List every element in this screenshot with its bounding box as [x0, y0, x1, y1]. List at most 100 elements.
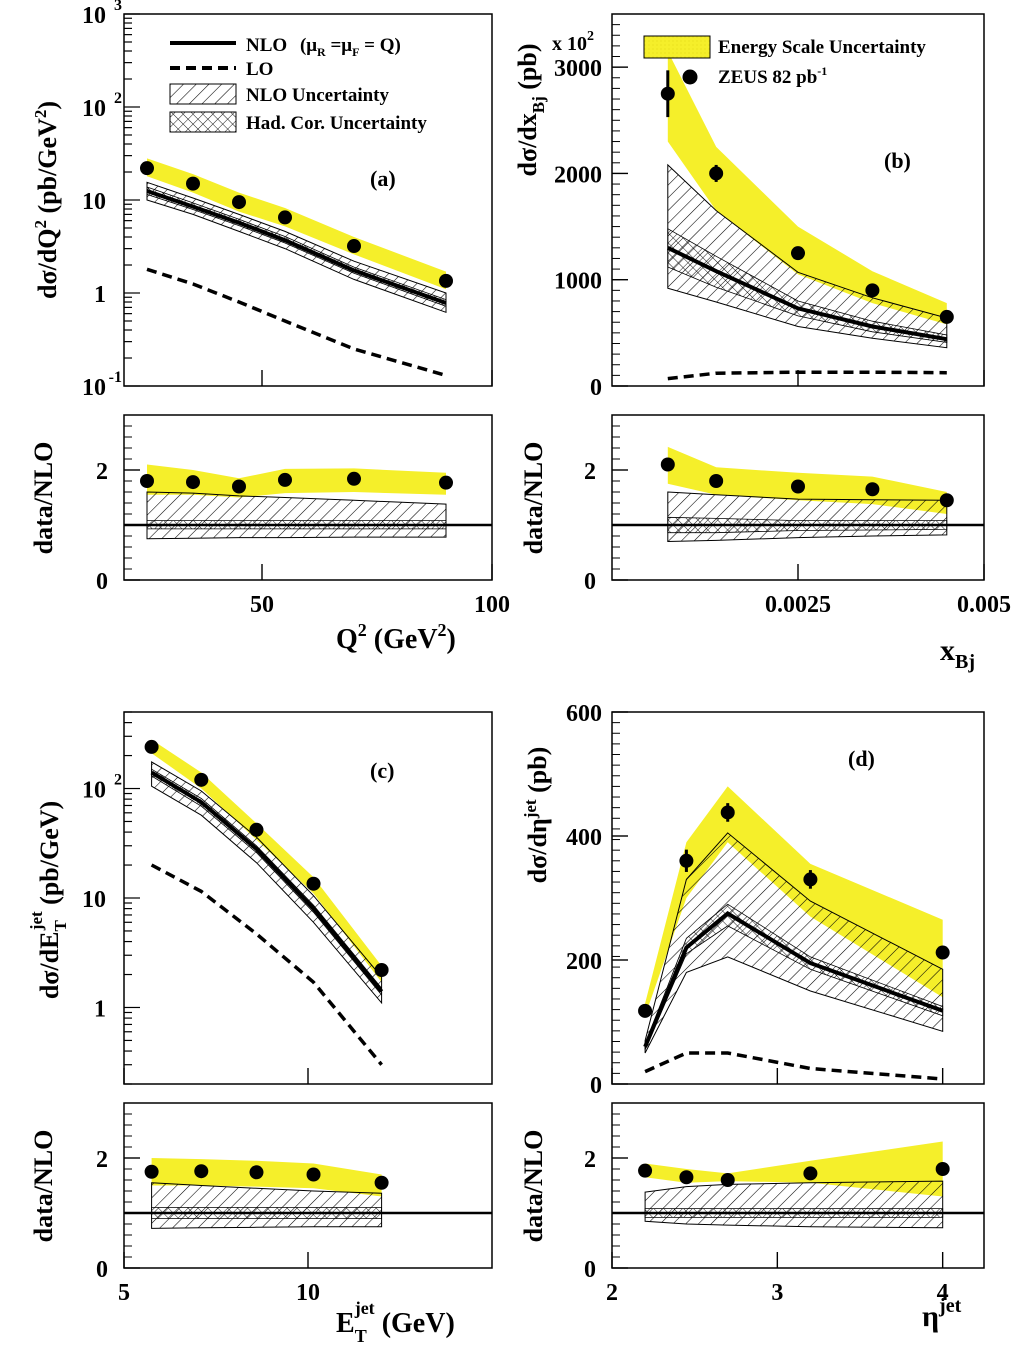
ratio-point-d [638, 1163, 653, 1178]
ratio-y-tick-label-d: 0 [584, 1257, 596, 1283]
panel-b-scale-exp: 2 [587, 29, 594, 44]
y-tick-label-a: 1 [94, 282, 106, 308]
data-point-d [720, 805, 735, 820]
x-tick-label-d: 2 [606, 1280, 618, 1306]
nlo-uncertainty-band-d [644, 832, 944, 1054]
legend-nlo-scale-mid: =μ [326, 35, 353, 56]
ratio-point-d [679, 1170, 694, 1185]
ratio-point-b [709, 474, 724, 488]
panel-a-label: (a) [370, 166, 396, 191]
ylabel-d: dσ/dηjet (pb) [521, 747, 552, 884]
data-point-d [935, 945, 950, 960]
ratio-point-a [278, 472, 292, 487]
ratio-y-tick-label-b: 2 [584, 459, 596, 485]
panel-c-label: (c) [370, 758, 394, 783]
data-point-a [439, 273, 453, 288]
ratio-point-a [232, 479, 246, 494]
ratio-point-a [186, 475, 200, 490]
energy-scale-band-b [667, 51, 947, 325]
svg-text:NLO (μR =μF = Q): NLO (μR =μF = Q) [246, 35, 401, 59]
y-tick-exp-a: -1 [109, 369, 122, 386]
ratio-y-tick-label-b: 0 [584, 569, 596, 595]
ratio-ylabel-a-text: data/NLO [29, 442, 58, 555]
data-point-c [306, 876, 321, 891]
lo-line-b [667, 370, 947, 381]
ratio-ylabel-a: data/NLO [29, 442, 58, 555]
energy-scale-band-a [147, 158, 446, 290]
ylabel-c-text: dσ/dETjet (pb/GeV) [27, 801, 70, 999]
nlo-line-d [643, 911, 944, 1048]
x-tick-label-d: 3 [771, 1280, 783, 1306]
svg-text:ZEUS 82 pb-1: ZEUS 82 pb-1 [718, 64, 827, 88]
ratio-nlo-band-d [644, 1180, 944, 1229]
legend-b: Energy Scale Uncertainty ZEUS 82 pb-1 [643, 35, 926, 88]
data-point-a [186, 176, 200, 191]
ratio-energy-band-b [667, 446, 947, 514]
legend-energy-swatch [643, 35, 711, 59]
data-point-b [939, 309, 954, 324]
xlabel-c: ETjet (GeV) [336, 1298, 455, 1346]
data-point-d [803, 872, 818, 887]
legend-had-unc-swatch [169, 111, 237, 133]
legend-zeus-sup: -1 [817, 64, 827, 78]
nlo-line-b [666, 245, 948, 342]
data-point-a [347, 239, 361, 254]
x-tick-label-a: 50 [250, 592, 274, 618]
data-point-c [194, 772, 209, 787]
ratio-point-c [249, 1165, 264, 1180]
had-uncertainty-band-b [667, 228, 948, 343]
ratio-point-a [439, 475, 453, 490]
ratio-ylabel-b: data/NLO [519, 442, 548, 555]
y-tick-label-d: 0 [590, 1073, 602, 1099]
xlabel-d: ηjet [922, 1295, 962, 1333]
legend-nlo-scale: (μ [300, 35, 317, 56]
y-tick-label-d: 400 [566, 825, 602, 851]
data-point-a [140, 161, 154, 176]
ylabel-a: dσ/dQ2 (pb/GeV2) [31, 101, 62, 299]
legend-nlo-unc-swatch [169, 83, 237, 105]
nlo-line-c [150, 770, 384, 993]
data-point-c [374, 962, 389, 977]
nlo-line-a [146, 189, 447, 305]
legend-nlo-scale-end: = Q) [359, 35, 400, 56]
ratio-energy-band-a [147, 464, 446, 498]
data-point-b [791, 246, 805, 261]
x-tick-label-c: 5 [118, 1280, 130, 1306]
ratio-point-b [660, 457, 675, 472]
y-tick-label-a: 10 [82, 96, 106, 122]
ratio-y-tick-label-c: 2 [96, 1147, 108, 1173]
x-tick-label-a: 100 [474, 592, 510, 618]
legend-a: NLO (μR =μF = Q) LO NLO Uncertainty Had.… [169, 35, 427, 134]
data-point-b [865, 283, 880, 298]
data-point-b [660, 86, 675, 101]
y-tick-exp-c: 2 [114, 772, 122, 789]
ratio-y-tick-label-d: 2 [584, 1147, 596, 1173]
x-tick-label-d: 4 [937, 1280, 949, 1306]
data-point-c [144, 739, 159, 754]
y-tick-label-c: 10 [82, 887, 106, 913]
y-tick-label-b: 0 [590, 375, 602, 401]
y-tick-label-c: 10 [82, 778, 106, 804]
panel-a-ratio-frame [123, 414, 493, 581]
panel-b-label: (b) [884, 148, 911, 173]
ratio-point-b [791, 479, 805, 494]
data-point-c [249, 822, 264, 837]
lo-line-c [150, 863, 383, 1066]
ratio-point-d [720, 1173, 735, 1187]
ratio-ylabel-d-text: data/NLO [519, 1130, 548, 1243]
ratio-point-b [865, 482, 880, 497]
panel-d-label: (d) [848, 746, 875, 771]
ratio-point-d [935, 1162, 950, 1176]
ratio-ylabel-c-text: data/NLO [29, 1130, 58, 1243]
data-point-a [232, 195, 246, 210]
data-point-d [638, 1003, 653, 1018]
had-uncertainty-band-c [151, 768, 382, 997]
panel-b-scale-label: x 102 [552, 29, 594, 55]
x-tick-label-b: 0.0025 [765, 592, 831, 618]
legend-energy-label: Energy Scale Uncertainty [718, 37, 926, 58]
x-tick-label-b: 0.005 [957, 592, 1011, 618]
y-tick-exp-a: 3 [114, 0, 122, 14]
